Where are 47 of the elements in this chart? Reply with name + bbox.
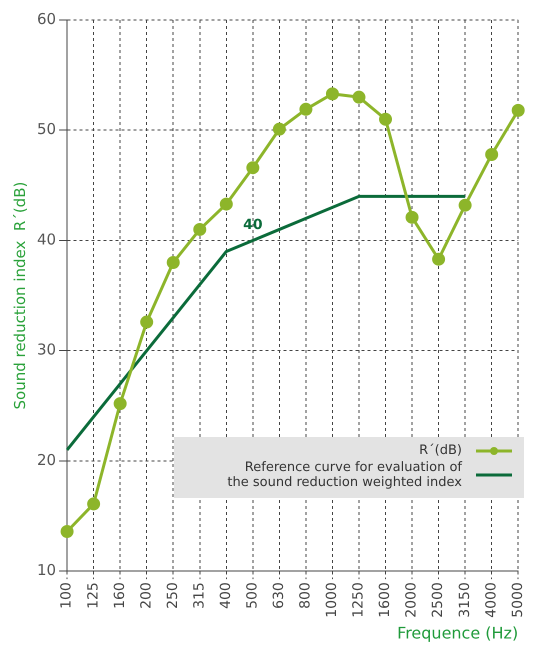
y-tick-label: 40 — [36, 230, 56, 248]
annotation: 40 — [243, 217, 263, 234]
point — [379, 112, 392, 126]
point — [512, 104, 525, 117]
point — [114, 397, 127, 410]
point — [272, 122, 286, 136]
y-tick-label: 60 — [36, 10, 56, 28]
x-tick-label: 3150 — [456, 582, 473, 618]
x-tick-label: 1600 — [377, 582, 394, 618]
point — [87, 497, 100, 510]
point — [140, 316, 154, 329]
point — [193, 222, 206, 236]
point — [326, 87, 339, 100]
point — [299, 102, 312, 116]
y-axis-title: Sound reduction index R´(dB) — [10, 182, 29, 410]
point — [352, 90, 366, 104]
point — [246, 161, 260, 174]
x-tick-label: 315 — [191, 582, 208, 609]
point — [406, 210, 419, 224]
point — [432, 252, 446, 266]
x-tick-label: 800 — [298, 582, 314, 609]
x-tick-label: 2500 — [430, 582, 446, 618]
point — [485, 148, 498, 161]
y-tick-label: 10 — [36, 561, 56, 580]
legend-label: R´(dB) — [418, 443, 462, 458]
point — [458, 198, 472, 212]
x-tick-label: 1250 — [350, 582, 367, 618]
y-tick-label: 30 — [36, 340, 56, 359]
y-tick-label: 20 — [36, 450, 56, 469]
x-tick-label: 500 — [244, 582, 260, 609]
y-tick-label: 50 — [36, 120, 56, 138]
x-tick-label: 125 — [85, 582, 102, 609]
x-tick-label: 250 — [164, 582, 181, 609]
x-tick-label: 100 — [58, 582, 75, 609]
point — [166, 256, 180, 270]
x-tick-label: 160 — [112, 582, 128, 609]
x-tick-label: 4000 — [483, 582, 500, 618]
x-tick-label: 630 — [271, 582, 288, 609]
x-tick-label: 400 — [218, 582, 234, 609]
legend-label: Reference curve for evaluation of the sound reduction weighted index — [226, 460, 462, 490]
x-axis-title: Frequence (Hz) — [397, 624, 518, 643]
x-tick-label: 1000 — [324, 582, 340, 618]
point — [60, 524, 74, 538]
point — [220, 198, 233, 211]
x-tick-label: 200 — [138, 582, 154, 609]
x-tick-label: 5000 — [510, 582, 526, 618]
x-tick-label: 2000 — [404, 582, 420, 618]
